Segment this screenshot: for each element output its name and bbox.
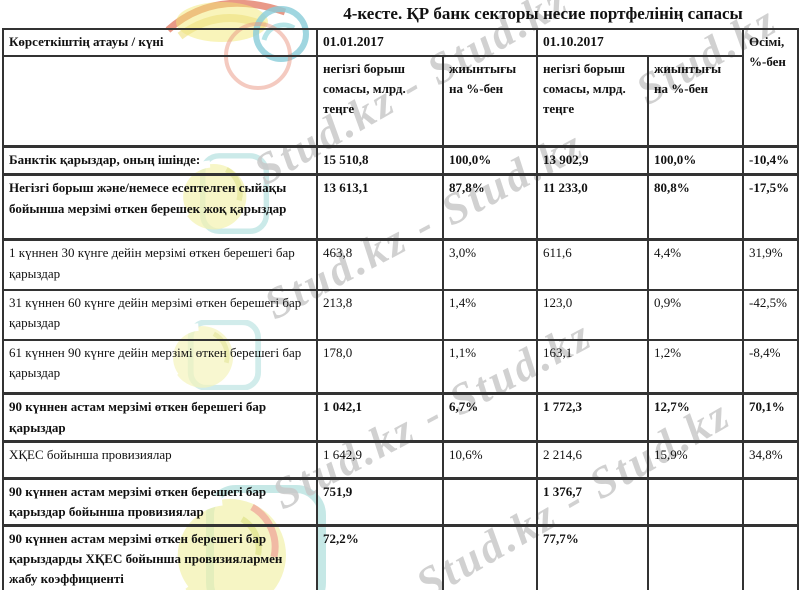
cell-share-1: 6,7%	[442, 392, 538, 443]
cell-share-2: 80,8%	[647, 173, 744, 242]
table-row: Банктік қарыздар, оның ішінде: 15 510,8 …	[2, 145, 799, 177]
table-header: Көрсеткіштің атауы / күні 01.01.2017 01.…	[2, 28, 799, 149]
table-row: 31 күннен 60 күнге дейін мерзімі өткен б…	[2, 288, 799, 341]
cell-share-2	[647, 476, 744, 527]
row-label: 90 күннен астам мерзімі өткен берешегі б…	[2, 476, 318, 527]
cell-amount-2: 13 902,9	[536, 145, 649, 177]
cell-amount-1: 463,8	[316, 238, 444, 291]
table-row: 90 күннен астам мерзімі өткен берешегі б…	[2, 392, 799, 443]
cell-share-1: 1,1%	[442, 338, 538, 395]
header-share-2: жиынтығы на %-бен	[647, 54, 744, 149]
cell-share-1: 1,4%	[442, 288, 538, 341]
cell-growth: -10,4%	[742, 145, 799, 177]
cell-share-2: 12,7%	[647, 392, 744, 443]
row-label: 1 күннен 30 күнге дейін мерзімі өткен бе…	[2, 238, 318, 291]
cell-amount-2: 163,1	[536, 338, 649, 395]
table-row: 61 күннен 90 күнге дейін мерзімі өткен б…	[2, 338, 799, 395]
table-body: Банктік қарыздар, оның ішінде: 15 510,8 …	[2, 145, 799, 590]
cell-share-1	[442, 476, 538, 527]
row-label: 90 күннен астам мерзімі өткен берешегі б…	[2, 392, 318, 443]
cell-amount-2: 1 772,3	[536, 392, 649, 443]
cell-share-2: 0,9%	[647, 288, 744, 341]
header-amount-2: негізгі борыш сомасы, млрд. теңге	[536, 54, 649, 149]
row-label: 31 күннен 60 күнге дейін мерзімі өткен б…	[2, 288, 318, 341]
row-label: Банктік қарыздар, оның ішінде:	[2, 145, 318, 177]
table-row: Негізгі борыш және/немесе есептелген сый…	[2, 173, 799, 242]
cell-share-2: 100,0%	[647, 145, 744, 177]
cell-share-2: 4,4%	[647, 238, 744, 291]
cell-share-1	[442, 523, 538, 590]
cell-growth: 34,8%	[742, 440, 799, 480]
row-label: 90 күннен астам мерзімі өткен берешегі б…	[2, 523, 318, 590]
header-date-2: 01.10.2017	[536, 28, 744, 57]
cell-amount-2: 611,6	[536, 238, 649, 291]
cell-amount-1: 1 042,1	[316, 392, 444, 443]
cell-amount-1: 13 613,1	[316, 173, 444, 242]
cell-share-1: 3,0%	[442, 238, 538, 291]
cell-amount-2: 11 233,0	[536, 173, 649, 242]
cell-amount-2: 123,0	[536, 288, 649, 341]
cell-share-2	[647, 523, 744, 590]
cell-share-1: 10,6%	[442, 440, 538, 480]
header-date-1: 01.01.2017	[316, 28, 538, 57]
cell-amount-1: 1 642,9	[316, 440, 444, 480]
header-growth: Өсімі, %-бен	[742, 28, 799, 148]
cell-share-2: 15,9%	[647, 440, 744, 480]
header-indicator: Көрсеткіштің атауы / күні	[2, 28, 318, 57]
row-label: Негізгі борыш және/немесе есептелген сый…	[2, 173, 318, 242]
row-label: 61 күннен 90 күнге дейін мерзімі өткен б…	[2, 338, 318, 395]
cell-share-1: 100,0%	[442, 145, 538, 177]
table-row: 90 күннен астам мерзімі өткен берешегі б…	[2, 476, 799, 527]
cell-amount-2: 2 214,6	[536, 440, 649, 480]
cell-amount-1: 213,8	[316, 288, 444, 341]
cell-growth: -42,5%	[742, 288, 799, 341]
row-label: ХҚЕС бойынша провизиялар	[2, 440, 318, 480]
table-row: ХҚЕС бойынша провизиялар 1 642,9 10,6% 2…	[2, 440, 799, 480]
header-row-dates: Көрсеткіштің атауы / күні 01.01.2017 01.…	[2, 28, 799, 148]
loan-portfolio-table: Көрсеткіштің атауы / күні 01.01.2017 01.…	[2, 28, 799, 590]
cell-growth: 31,9%	[742, 238, 799, 291]
cell-amount-1: 178,0	[316, 338, 444, 395]
cell-amount-1: 751,9	[316, 476, 444, 527]
header-share-1: жиынтығы на %-бен	[442, 54, 538, 149]
header-amount-1: негізгі борыш сомасы, млрд. теңге	[316, 54, 444, 149]
cell-amount-2: 77,7%	[536, 523, 649, 590]
table-row: 90 күннен астам мерзімі өткен берешегі б…	[2, 523, 799, 590]
cell-growth: 70,1%	[742, 392, 799, 443]
cell-growth	[742, 523, 799, 590]
header-empty-cell	[2, 54, 318, 149]
cell-amount-1: 72,2%	[316, 523, 444, 590]
header-row-subcolumns: негізгі борыш сомасы, млрд. теңге жиынты…	[2, 54, 798, 149]
cell-growth: -8,4%	[742, 338, 799, 395]
cell-share-1: 87,8%	[442, 173, 538, 242]
cell-amount-1: 15 510,8	[316, 145, 444, 177]
table-caption: 4-кесте. ҚР банк секторы несие портфелін…	[343, 4, 743, 23]
cell-growth	[742, 476, 799, 527]
cell-growth: -17,5%	[742, 173, 799, 242]
cell-share-2: 1,2%	[647, 338, 744, 395]
table-row: 1 күннен 30 күнге дейін мерзімі өткен бе…	[2, 238, 799, 291]
cell-amount-2: 1 376,7	[536, 476, 649, 527]
